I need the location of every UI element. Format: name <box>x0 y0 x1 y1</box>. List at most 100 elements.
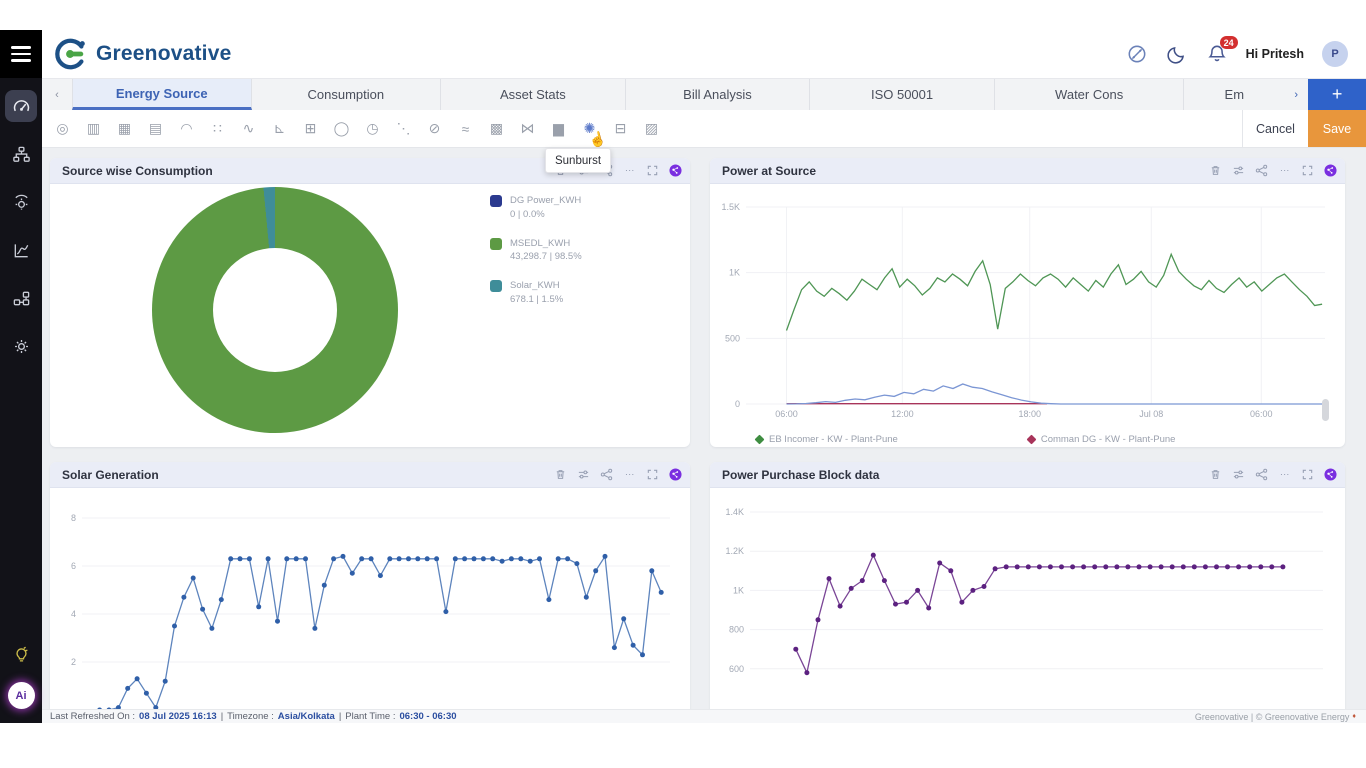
legend-item[interactable]: MSEDL_KWH43,298.7 | 98.5% <box>490 237 582 265</box>
tab-energy-source[interactable]: Energy Source <box>72 79 252 110</box>
legend-item[interactable]: Solar_KWH678.1 | 1.5% <box>490 279 582 307</box>
tab-water-cons[interactable]: Water Cons <box>995 79 1185 110</box>
delete-icon[interactable] <box>553 468 567 482</box>
share-icon[interactable] <box>599 468 613 482</box>
settings-sliders-icon[interactable] <box>1231 164 1245 178</box>
grouped-bar-chart-icon[interactable]: ▤ <box>147 119 164 139</box>
share-icon[interactable] <box>1254 164 1268 178</box>
svg-text:⋯: ⋯ <box>624 469 633 479</box>
svg-text:12:00: 12:00 <box>891 409 914 419</box>
svg-text:⋯: ⋯ <box>1279 469 1288 479</box>
legend-marker <box>755 435 765 445</box>
power-at-source-chart: 06:0012:0018:00Jul 0806:001.5K1K5000 <box>710 184 1335 421</box>
speedometer-chart-icon[interactable]: ◠ <box>178 119 195 139</box>
more-options-icon[interactable]: ⋯ <box>622 164 636 178</box>
dashboard-tabbar: ‹ Energy Source Consumption Asset Stats … <box>42 78 1366 110</box>
panel-power-at-source: Power at Source ⋯ 06:0012:0018:00Jul 080… <box>710 158 1345 447</box>
legend-swatch <box>490 195 502 207</box>
sunburst-chart-icon[interactable]: ✺☝ <box>581 119 598 139</box>
panel-scrollbar[interactable] <box>1322 399 1329 421</box>
tabs-scroll-right-icon[interactable]: › <box>1284 79 1308 110</box>
user-avatar[interactable]: P <box>1322 41 1348 67</box>
panel-power-purchase: Power Purchase Block data ⋯ 1.4K1.2K1K80… <box>710 462 1345 709</box>
area-chart-icon[interactable]: ≈ <box>457 119 474 139</box>
ai-assistant-button[interactable]: Ai <box>8 682 35 709</box>
widget-ai-badge-icon[interactable] <box>1323 468 1337 482</box>
solar-generation-chart: 8642 <box>50 488 682 709</box>
clock-chart-icon[interactable]: ◷ <box>364 119 381 139</box>
bar-chart-icon[interactable]: ▥ <box>85 119 102 139</box>
sidebar-item-energy-meter[interactable] <box>5 186 37 218</box>
tab-em-truncated[interactable]: Em <box>1184 79 1284 110</box>
hamburger-menu-icon[interactable] <box>0 30 42 78</box>
svg-text:06:00: 06:00 <box>775 409 798 419</box>
workflow-icon <box>12 289 31 308</box>
legend-swatch <box>490 238 502 250</box>
node-graph-chart-icon[interactable]: ∷ <box>209 119 226 139</box>
tab-iso-50001[interactable]: ISO 50001 <box>810 79 995 110</box>
svg-text:06:00: 06:00 <box>1250 409 1273 419</box>
svg-text:Jul 08: Jul 08 <box>1139 409 1163 419</box>
svg-text:8: 8 <box>71 513 76 523</box>
mouse-cursor-icon: ☝ <box>587 129 608 150</box>
scatter-chart-icon[interactable]: ⋱ <box>395 119 412 139</box>
sidebar-item-dashboard[interactable] <box>5 90 37 122</box>
notifications-bell-icon[interactable]: 24 <box>1206 43 1228 65</box>
sidebar-item-workflow[interactable] <box>5 282 37 314</box>
line-chart-icon[interactable]: ∿ <box>240 119 257 139</box>
histogram-chart-icon[interactable]: ▆ <box>550 119 567 139</box>
delete-icon[interactable] <box>1208 164 1222 178</box>
panel-solar-generation: Solar Generation ⋯ 8642 <box>50 462 690 709</box>
widget-ai-badge-icon[interactable] <box>668 468 682 482</box>
sidebar-item-hierarchy[interactable] <box>5 138 37 170</box>
butterfly-chart-icon[interactable]: ⋈ <box>519 119 536 139</box>
svg-text:1.5K: 1.5K <box>721 202 740 212</box>
speedometer-icon <box>12 97 31 116</box>
more-options-icon[interactable]: ⋯ <box>1277 468 1291 482</box>
power-purchase-chart: 1.4K1.2K1K800600 <box>710 488 1335 709</box>
settings-sliders-icon[interactable] <box>1231 468 1245 482</box>
tab-asset-stats[interactable]: Asset Stats <box>441 79 626 110</box>
sidebar-item-analytics[interactable] <box>5 234 37 266</box>
widget-ai-badge-icon[interactable] <box>1323 164 1337 178</box>
column-compare-chart-icon[interactable]: ▨ <box>643 119 660 139</box>
expand-icon[interactable] <box>1300 164 1314 178</box>
tabs-scroll-left-icon[interactable]: ‹ <box>42 79 72 110</box>
widget-ai-badge-icon[interactable] <box>668 164 682 178</box>
capsule-chart-icon[interactable]: ⊘ <box>426 119 443 139</box>
legend-item[interactable]: DG Power_KWH0 | 0.0% <box>490 194 582 222</box>
gauge-chart-icon[interactable]: ◎ <box>54 119 71 139</box>
settings-sliders-icon[interactable] <box>576 468 590 482</box>
sidebar-item-insights[interactable] <box>5 638 37 670</box>
svg-text:2: 2 <box>71 657 76 667</box>
brand-logo[interactable]: Greenovative <box>54 37 231 71</box>
tab-consumption[interactable]: Consumption <box>252 79 442 110</box>
stacked-bar-chart-icon[interactable]: ▦ <box>116 119 133 139</box>
step-line-chart-icon[interactable]: ⊾ <box>271 119 288 139</box>
expand-icon[interactable] <box>645 164 659 178</box>
legend-item[interactable]: Comman DG - KW - Plant-Pune <box>1028 434 1176 445</box>
dashboard-grid: Source wise Consumption ⋯ DG Power_KWH0 … <box>42 148 1366 709</box>
share-icon[interactable] <box>1254 468 1268 482</box>
notification-count-badge: 24 <box>1220 36 1238 49</box>
more-options-icon[interactable]: ⋯ <box>1277 164 1291 178</box>
dark-mode-moon-icon[interactable] <box>1166 43 1188 65</box>
tab-bill-analysis[interactable]: Bill Analysis <box>626 79 811 110</box>
donut-chart-icon[interactable]: ◯ <box>333 119 350 139</box>
heatmap-chart-icon[interactable]: ▩ <box>488 119 505 139</box>
legend-marker <box>1026 435 1036 445</box>
cancel-button[interactable]: Cancel <box>1242 110 1308 147</box>
expand-icon[interactable] <box>645 468 659 482</box>
top-header: Greenovative 24 Hi Pritesh P <box>42 30 1366 78</box>
legend-item[interactable]: EB Incomer - KW - Plant-Pune <box>756 434 898 445</box>
add-tab-button[interactable]: + <box>1308 79 1366 110</box>
expand-icon[interactable] <box>1300 468 1314 482</box>
table-chart-icon[interactable]: ⊟ <box>612 119 629 139</box>
save-button[interactable]: Save <box>1308 110 1366 147</box>
panel-title: Power Purchase Block data <box>722 468 879 482</box>
more-options-icon[interactable]: ⋯ <box>622 468 636 482</box>
delete-icon[interactable] <box>1208 468 1222 482</box>
grid-chart-icon[interactable]: ⊞ <box>302 119 319 139</box>
sidebar-item-settings[interactable] <box>5 330 37 362</box>
explore-compass-icon[interactable] <box>1126 43 1148 65</box>
